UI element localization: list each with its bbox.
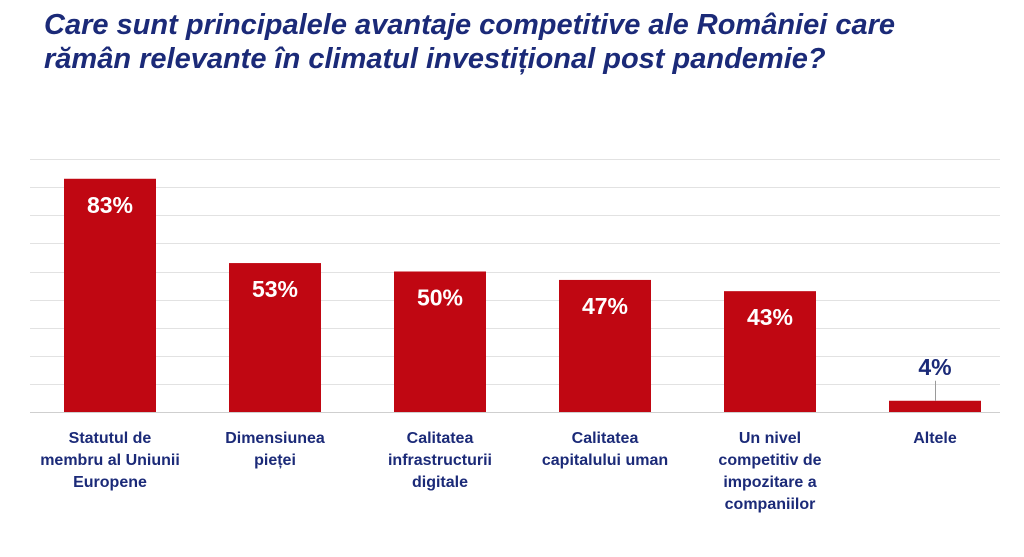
data-label: 43%: [747, 304, 793, 330]
data-label: 50%: [417, 285, 463, 311]
x-axis-label: Altele: [913, 430, 957, 447]
x-axis-label: Dimensiunea pieței: [225, 430, 325, 469]
x-axis-label: Statutul de membru al Uniunii Europene: [40, 430, 180, 491]
data-label: 47%: [582, 293, 628, 319]
chart-title: Care sunt principalele avantaje competit…: [44, 8, 1004, 76]
bar: [394, 271, 486, 412]
bar: [229, 263, 321, 412]
data-label: 83%: [87, 192, 133, 218]
data-label: 4%: [918, 354, 951, 380]
bar: [64, 178, 156, 412]
bar: [724, 291, 816, 412]
chart-title-line-2: rămân relevante în climatul investiționa…: [44, 43, 826, 75]
data-label: 53%: [252, 276, 298, 302]
bar: [889, 400, 981, 412]
bar: [559, 279, 651, 412]
chart-title-line-1: Care sunt principalele avantaje competit…: [44, 9, 896, 41]
x-axis-label: Un nivel competitiv de impozitare a comp…: [718, 430, 822, 513]
x-axis-label: Calitatea infrastructurii digitale: [387, 430, 492, 491]
x-axis-label: Calitatea capitalului uman: [541, 430, 669, 469]
